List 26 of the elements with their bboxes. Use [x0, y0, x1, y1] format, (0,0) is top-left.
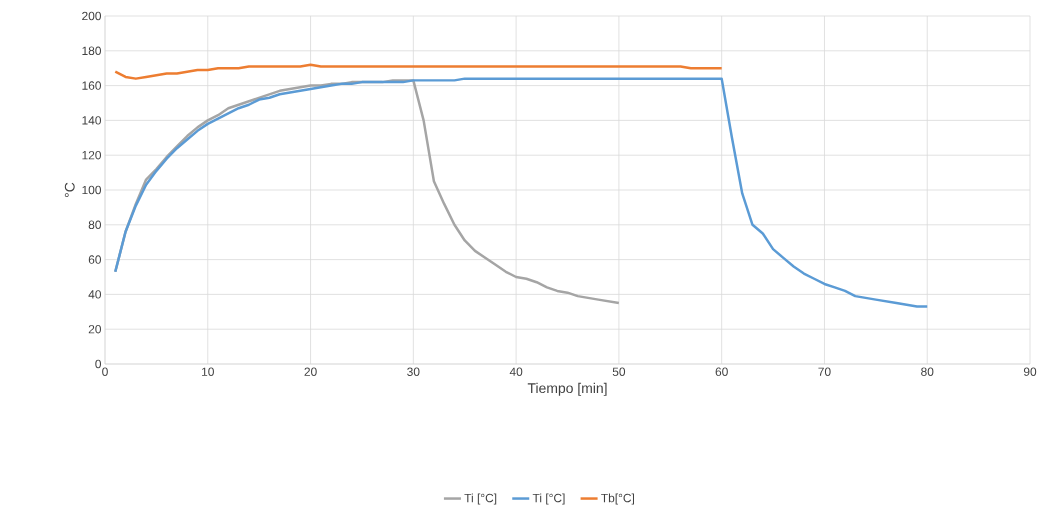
x-tick-label: 70 [818, 367, 831, 376]
y-tick-label: 200 [82, 11, 102, 21]
x-tick-label: 10 [202, 367, 214, 376]
x-tick-label: 20 [304, 367, 317, 376]
legend-label: Ti [°C] [464, 493, 497, 505]
y-tick-label: 100 [82, 185, 102, 195]
y-axis-title: °C [64, 182, 75, 197]
x-tick-label: 0 [102, 367, 108, 376]
x-axis-title: Tiempo [min] [527, 382, 607, 396]
y-tick-label: 120 [82, 150, 102, 160]
x-tick-label: 60 [715, 367, 728, 376]
x-tick-label: 80 [921, 367, 934, 376]
y-tick-label: 180 [82, 46, 102, 56]
y-tick-label: 140 [82, 116, 102, 125]
x-tick-label: 90 [1023, 367, 1037, 376]
y-tick-label: 160 [82, 81, 102, 90]
x-tick-label: 50 [612, 367, 626, 376]
y-tick-label: 20 [88, 324, 102, 334]
x-tick-label: 40 [509, 367, 523, 376]
y-tick-label: 40 [88, 290, 102, 299]
y-tick-label: 80 [88, 220, 102, 230]
x-tick-label: 30 [407, 367, 420, 376]
y-tick-label: 60 [88, 255, 102, 264]
legend-label: Ti [°C] [532, 493, 565, 505]
y-tick-label: 0 [95, 359, 102, 369]
legend-label: Tb[°C] [601, 493, 634, 505]
